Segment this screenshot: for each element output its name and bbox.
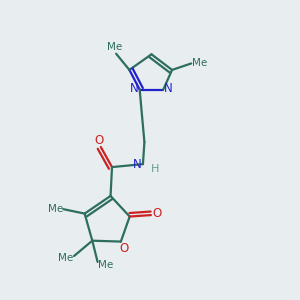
Text: N: N <box>164 82 173 95</box>
Text: Me: Me <box>107 42 122 52</box>
Text: Me: Me <box>48 204 63 214</box>
Text: O: O <box>153 207 162 220</box>
Text: N: N <box>133 158 141 171</box>
Text: N: N <box>130 82 139 95</box>
Text: Me: Me <box>98 260 113 270</box>
Text: O: O <box>120 242 129 254</box>
Text: Me: Me <box>192 58 207 68</box>
Text: Me: Me <box>58 254 74 263</box>
Text: O: O <box>95 134 104 147</box>
Text: H: H <box>151 164 159 174</box>
